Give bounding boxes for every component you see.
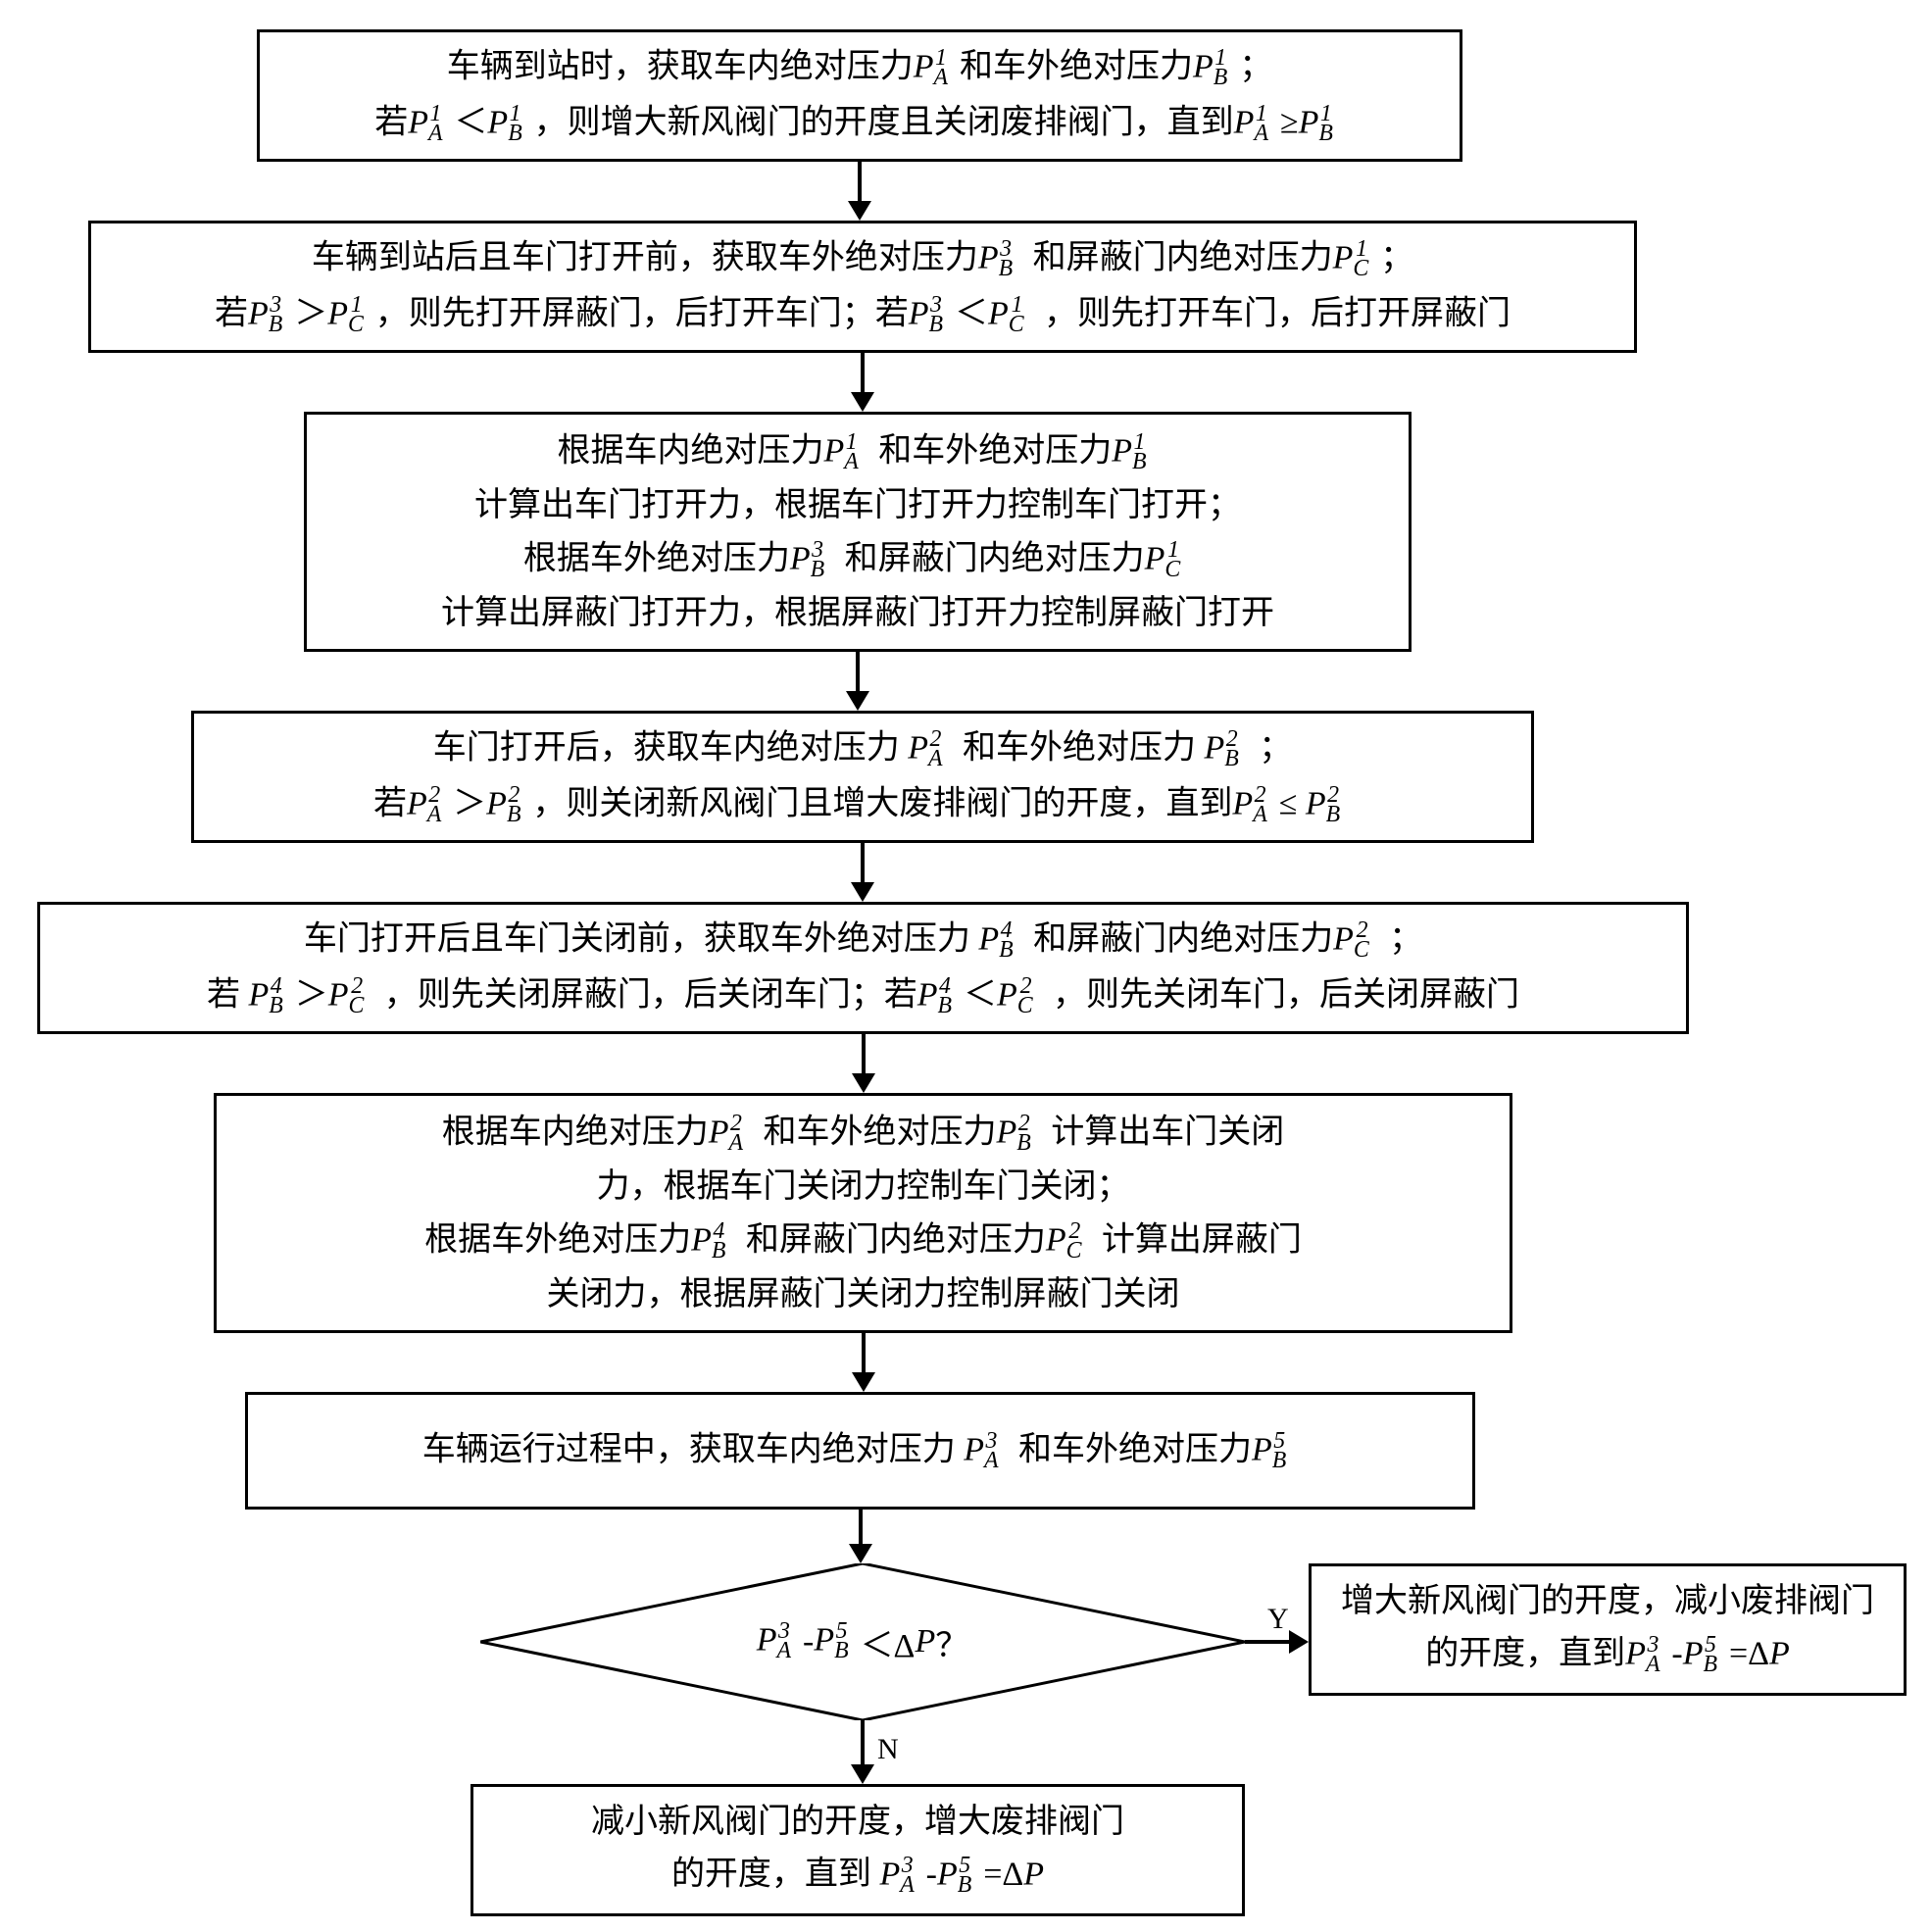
- arrowhead-icon: [852, 1073, 875, 1093]
- flow-node-text: 根据车内绝对压力PA1 和车外绝对压力PB1计算出车门打开力，根据车门打开力控制…: [441, 424, 1274, 639]
- arrowhead-icon: [851, 882, 874, 902]
- flow-decision-d1: PA3-PB5＜ΔP ？: [480, 1563, 1245, 1720]
- flow-arrow: [861, 1720, 865, 1766]
- flow-decision-text: PA3-PB5＜ΔP ？: [480, 1563, 1245, 1720]
- flow-node-text: 车辆运行过程中，获取车内绝对压力 PA3 和车外绝对压力PB5: [422, 1423, 1298, 1479]
- flow-node-text: 车辆到站时，获取车内绝对压力PA1和车外绝对压力PB1；若PA1＜PB1，则增大…: [374, 40, 1345, 152]
- arrowhead-icon: [848, 201, 871, 221]
- flow-arrow: [862, 1034, 866, 1075]
- flow-edge-label: N: [877, 1733, 899, 1766]
- flow-arrow: [861, 843, 865, 884]
- flow-node-n5: 车门打开后且车门关闭前，获取车外绝对压力 PB4 和屏蔽门内绝对压力PC2 ；若…: [37, 902, 1689, 1034]
- flow-node-text: 车门打开后，获取车内绝对压力 PA2 和车外绝对压力 PB2 ；若PA2＞PB2…: [373, 721, 1352, 833]
- flow-node-text: 减小新风阀门的开度，增大废排阀门 的开度，直到 PA3-PB5=ΔP: [591, 1797, 1124, 1905]
- flow-node-n2: 车辆到站后且车门打开前，获取车外绝对压力PB3 和屏蔽门内绝对压力PC1；若PB…: [88, 221, 1637, 353]
- arrowhead-icon: [1289, 1630, 1309, 1654]
- flow-node-text: 车辆到站后且车门打开前，获取车外绝对压力PB3 和屏蔽门内绝对压力PC1；若PB…: [215, 231, 1511, 343]
- flow-node-n4: 车门打开后，获取车内绝对压力 PA2 和车外绝对压力 PB2 ；若PA2＞PB2…: [191, 711, 1534, 843]
- flow-arrow: [861, 353, 865, 394]
- flow-node-text: 车门打开后且车门关闭前，获取车外绝对压力 PB4 和屏蔽门内绝对压力PC2 ；若…: [207, 913, 1519, 1024]
- arrowhead-icon: [846, 691, 869, 711]
- flow-node-n1: 车辆到站时，获取车内绝对压力PA1和车外绝对压力PB1；若PA1＜PB1，则增大…: [257, 29, 1462, 162]
- flow-node-n8: 增大新风阀门的开度，减小废排阀门的开度，直到PA3-PB5=ΔP: [1309, 1563, 1907, 1696]
- arrowhead-icon: [852, 1372, 875, 1392]
- flow-node-n3: 根据车内绝对压力PA1 和车外绝对压力PB1计算出车门打开力，根据车门打开力控制…: [304, 412, 1412, 652]
- flow-arrow: [862, 1333, 866, 1374]
- flow-arrow: [1245, 1640, 1291, 1644]
- flow-node-text: 根据车内绝对压力PA2 和车外绝对压力PB2 计算出车门关闭力，根据车门关闭力控…: [424, 1106, 1302, 1320]
- flow-edge-label: Y: [1267, 1603, 1289, 1636]
- flow-node-text: 增大新风阀门的开度，减小废排阀门的开度，直到PA3-PB5=ΔP: [1341, 1576, 1874, 1684]
- flow-arrow: [856, 652, 860, 693]
- flow-arrow: [858, 162, 862, 203]
- flowchart-canvas: 车辆到站时，获取车内绝对压力PA1和车外绝对压力PB1；若PA1＜PB1，则增大…: [0, 0, 1932, 1932]
- flow-arrow: [859, 1510, 863, 1546]
- arrowhead-icon: [849, 1544, 872, 1563]
- arrowhead-icon: [851, 392, 874, 412]
- flow-node-n6: 根据车内绝对压力PA2 和车外绝对压力PB2 计算出车门关闭力，根据车门关闭力控…: [214, 1093, 1512, 1333]
- arrowhead-icon: [851, 1764, 874, 1784]
- flow-node-n7: 车辆运行过程中，获取车内绝对压力 PA3 和车外绝对压力PB5: [245, 1392, 1475, 1510]
- flow-node-n9: 减小新风阀门的开度，增大废排阀门 的开度，直到 PA3-PB5=ΔP: [471, 1784, 1245, 1916]
